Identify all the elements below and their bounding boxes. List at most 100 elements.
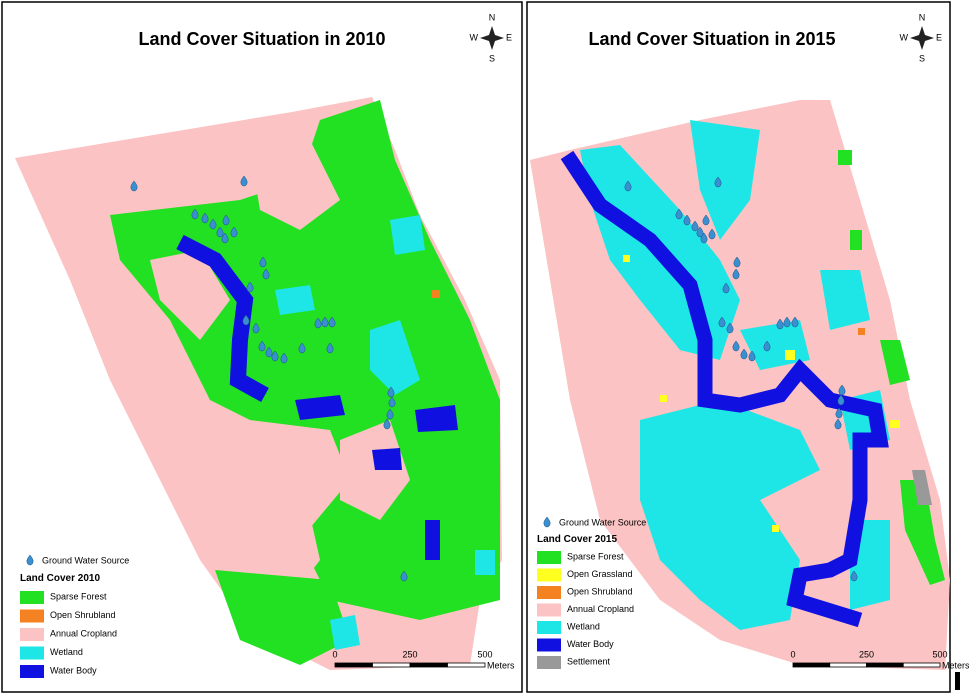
- scale-label: 250: [402, 649, 417, 659]
- water-source-icon: [259, 256, 267, 268]
- water-source-icon: [387, 386, 395, 398]
- compass-rose: [480, 26, 504, 50]
- legend-swatch: [20, 591, 44, 604]
- legend-label: Open Grassland: [567, 569, 633, 579]
- legend-swatch: [20, 609, 44, 623]
- scale-unit: Meters: [487, 660, 515, 670]
- water-source-icon: [216, 226, 224, 238]
- legend-swatch: [537, 551, 561, 564]
- legend-swatch: [537, 638, 561, 652]
- water-source-icon: [258, 340, 266, 352]
- water-source-icon: [791, 316, 799, 328]
- map-title: Land Cover Situation in 2015: [588, 29, 835, 49]
- water-source-icon: [326, 342, 334, 354]
- legend-label: Wetland: [567, 621, 600, 631]
- compass-e: E: [506, 32, 512, 42]
- legend-label: Sparse Forest: [567, 551, 624, 561]
- scale-bar-segment: [372, 662, 411, 668]
- legend-swatch: [537, 621, 561, 634]
- water-source-icon: [130, 180, 138, 192]
- scale-label: 0: [332, 649, 337, 659]
- water-source-icon: [280, 352, 288, 364]
- water-source-icon: [732, 268, 740, 280]
- compass-s: S: [489, 53, 495, 63]
- water-source-icon: [298, 342, 306, 354]
- landcover-patch: [772, 525, 779, 532]
- water-source-icon: [776, 318, 784, 330]
- landcover-patch: [850, 230, 862, 250]
- water-source-icon: [314, 317, 322, 329]
- water-source-icon: [691, 220, 699, 232]
- water-source-icon: [708, 228, 716, 240]
- water-source-icon: [718, 316, 726, 328]
- map-title: Land Cover Situation in 2010: [138, 29, 385, 49]
- water-source-icon: [838, 384, 846, 396]
- landcover-patch: [690, 120, 760, 240]
- water-source-icon: [834, 418, 842, 430]
- water-source-icon: [328, 316, 336, 328]
- landcover-patch: [880, 340, 910, 385]
- map-panel: Land Cover Situation in 2015 N S E W Ground W…: [526, 1, 969, 693]
- landcover-patch: [215, 570, 350, 665]
- water-source-icon: [242, 314, 250, 326]
- legend-label: Sparse Forest: [50, 591, 107, 601]
- scale-bar-segment: [409, 662, 448, 668]
- legend-label: Open Shrubland: [50, 610, 116, 620]
- compass-n: N: [489, 12, 496, 22]
- landcover-patch: [660, 395, 667, 402]
- scale-label: 500: [932, 649, 947, 659]
- legend-point-label: Ground Water Source: [42, 555, 129, 565]
- landcover-patch: [820, 270, 870, 330]
- landcover-patch: [390, 215, 425, 255]
- water-body: [372, 448, 402, 470]
- compass-rose: [910, 26, 934, 50]
- water-body: [415, 405, 458, 432]
- legend-swatch: [537, 603, 561, 617]
- water-source-icon: [726, 322, 734, 334]
- water-source-icon: [222, 214, 230, 226]
- water-source-icon: [321, 316, 329, 328]
- landcover-patch: [900, 480, 945, 585]
- compass-n: N: [919, 12, 926, 22]
- water-source-icon: [700, 232, 708, 244]
- water-source-icon: [624, 180, 632, 192]
- water-source-icon: [386, 408, 394, 420]
- water-source-icon: [230, 226, 238, 238]
- water-source-icon: [240, 175, 248, 187]
- water-source-icon: [696, 226, 704, 238]
- scale-bar-segment: [447, 662, 486, 668]
- legend-label: Annual Cropland: [567, 604, 634, 614]
- scale-label: 500: [477, 649, 492, 659]
- water-source-icon: [221, 232, 229, 244]
- water-source-icon: [543, 516, 551, 528]
- water-source-icon: [388, 396, 396, 408]
- legend-title: Land Cover 2010: [20, 573, 100, 584]
- landcover-patch: [475, 550, 495, 575]
- water-source-icon: [733, 256, 741, 268]
- compass-s: S: [919, 53, 925, 63]
- water-source-icon: [675, 208, 683, 220]
- landcover-patch: [432, 290, 440, 298]
- water-source-icon: [26, 554, 34, 566]
- legend-swatch: [20, 628, 44, 641]
- landcover-patch: [150, 250, 230, 340]
- landcover-patch: [250, 140, 340, 230]
- landcover-patch: [912, 470, 932, 505]
- landcover-patch: [858, 328, 865, 335]
- scale-bar-segment: [829, 662, 867, 668]
- legend-label: Settlement: [567, 656, 611, 666]
- scale-bar-segment: [866, 662, 904, 668]
- compass-w: W: [900, 32, 909, 42]
- landcover-patch: [230, 470, 320, 600]
- water-source-icon: [201, 212, 209, 224]
- water-source-icon: [748, 350, 756, 362]
- legend-label: Wetland: [50, 647, 83, 657]
- legend-swatch: [20, 665, 44, 678]
- water-source-icon: [732, 340, 740, 352]
- scale-label: 250: [859, 649, 874, 659]
- compass-w: W: [470, 32, 479, 42]
- landcover-patch: [623, 255, 630, 262]
- water-source-icon: [837, 394, 845, 406]
- water-body: [425, 520, 440, 560]
- compass-e: E: [936, 32, 942, 42]
